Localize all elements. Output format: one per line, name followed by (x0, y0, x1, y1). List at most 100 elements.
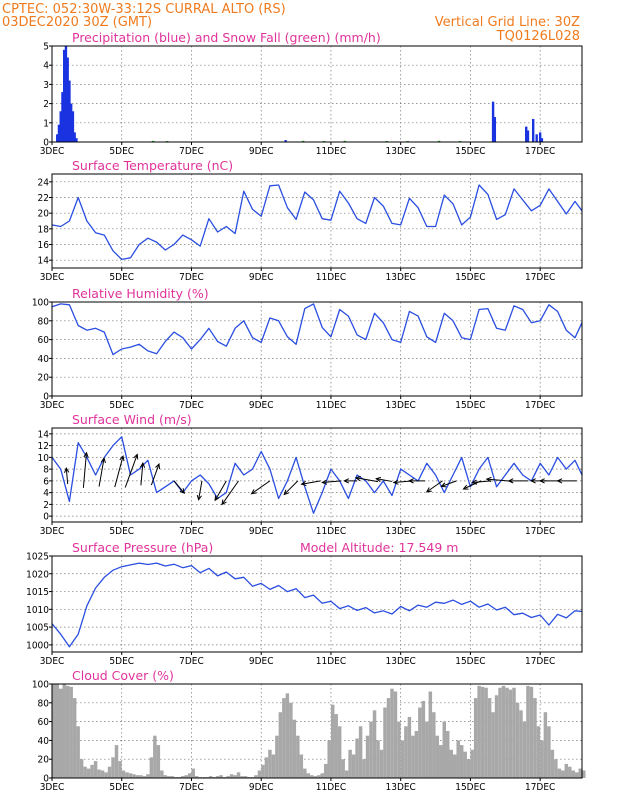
cloud-column (494, 695, 499, 778)
panel-frame (51, 555, 583, 653)
header-model-name: TQ0126L028 (496, 29, 580, 44)
x-tick-label: 3DEC (40, 656, 65, 667)
y-tick-label: 4 (43, 488, 49, 499)
cloud-column (289, 702, 293, 778)
y-tick-label: 20 (38, 209, 50, 220)
header-vertical-grid-note: Vertical Grid Line: 30Z (435, 15, 580, 30)
cloud-column (135, 775, 140, 778)
y-tick-label: 4 (43, 61, 49, 72)
wind-vector (425, 480, 443, 493)
cloud-column (111, 757, 115, 778)
x-tick-label: 17DEC (525, 146, 555, 157)
cloud-column (226, 776, 230, 778)
cloud-column (379, 749, 384, 778)
y-tick-label: 1 (43, 118, 49, 129)
x-tick-label: 9DEC (249, 656, 274, 667)
y-tick-label: 20 (38, 373, 50, 384)
cloud-column (344, 770, 349, 778)
x-tick-label: 17DEC (525, 272, 555, 283)
cloud-column (582, 770, 586, 778)
x-tick-label: 7DEC (179, 656, 204, 667)
snow-bar (151, 140, 155, 142)
x-tick-label: 9DEC (249, 146, 274, 157)
panel-precip: 0 1 2 3 4 5 3DEC 5DEC 7DEC 9DEC 11DEC 13DEC 15DEC 17D… (40, 30, 583, 157)
header: CPTEC: 052:30W-33:12S CURRAL ALTO (RS) 0… (2, 2, 580, 44)
precip-bar (63, 49, 66, 143)
cloud-column (561, 770, 565, 778)
cloud-column (72, 698, 77, 778)
cloud-column (79, 759, 84, 778)
panel-pressure: 1000 1005 1010 1015 1020 1025 3DEC 5DEC 7DEC 9DEC… (26, 540, 583, 667)
precip-bar (71, 111, 75, 142)
cloud-column (414, 731, 419, 778)
cloud-column (261, 764, 265, 778)
wind-vector (196, 480, 203, 501)
precip-bar (61, 92, 64, 142)
cloud-column (446, 731, 450, 778)
cloud-column (327, 740, 331, 778)
y-tick-label: 40 (38, 736, 50, 747)
cloud-column (435, 735, 440, 778)
cloud-column (317, 775, 321, 778)
cloud-column (432, 712, 436, 778)
cloud-column (55, 684, 59, 778)
x-tick-label: 7DEC (179, 272, 204, 283)
cloud-column (480, 686, 485, 778)
cloud-column (578, 768, 582, 778)
precip-bar (66, 57, 69, 142)
cloud-column (264, 757, 269, 778)
precip-bar (56, 134, 59, 142)
cloud-column (358, 726, 363, 778)
x-tick-label: 7DEC (179, 146, 204, 157)
cloud-column (337, 726, 342, 778)
x-tick-label: 5DEC (109, 146, 134, 157)
panel-title: Cloud Cover (%) (72, 668, 174, 683)
cloud-column (425, 721, 429, 778)
cloud-column (292, 719, 297, 778)
cloud-column (149, 757, 154, 778)
cloud-column (540, 740, 544, 778)
wind-line (51, 436, 583, 514)
x-tick-label: 15DEC (455, 782, 485, 793)
precip-bar (493, 117, 497, 142)
precip-bar (531, 118, 535, 142)
cloud-column (421, 700, 426, 778)
wind-vector (173, 480, 186, 495)
cloud-column (229, 774, 234, 778)
temp-line (51, 184, 583, 261)
y-tick-label: 2 (43, 99, 49, 110)
wind-vector (300, 480, 321, 487)
y-tick-label: 10 (38, 453, 50, 464)
y-tick-label: 100 (32, 298, 49, 309)
x-tick-label: 3DEC (40, 782, 65, 793)
cloud-column (571, 770, 576, 778)
cloud-column (303, 768, 307, 778)
cloud-column (376, 740, 380, 778)
precip-bar (69, 103, 73, 142)
cloud-column (533, 698, 537, 778)
cloud-column (372, 710, 377, 778)
cloud-column (170, 776, 175, 778)
wind-vector (354, 475, 379, 483)
x-tick-label: 5DEC (109, 400, 134, 411)
cloud-column (65, 685, 70, 778)
x-tick-label: 15DEC (455, 526, 485, 537)
pressure-line (51, 562, 583, 648)
wind-vector (375, 476, 393, 482)
cloud-column (323, 763, 328, 778)
cloud-column (52, 684, 56, 778)
cloud-column (473, 698, 478, 778)
x-tick-label: 15DEC (455, 656, 485, 667)
cloud-column (285, 693, 290, 778)
y-tick-label: 0 (43, 392, 49, 403)
wind-vector (471, 479, 492, 485)
cloud-column (125, 772, 129, 778)
panel-title: Precipitation (blue) and Snow Fall (gree… (72, 30, 381, 45)
panel-title: Relative Humidity (%) (72, 286, 209, 301)
precip-bar (73, 132, 76, 142)
x-tick-label: 11DEC (316, 782, 346, 793)
panel-title: Surface Pressure (hPa) (72, 540, 213, 555)
y-tick-label: 12 (38, 441, 49, 452)
cloud-column (114, 745, 119, 778)
